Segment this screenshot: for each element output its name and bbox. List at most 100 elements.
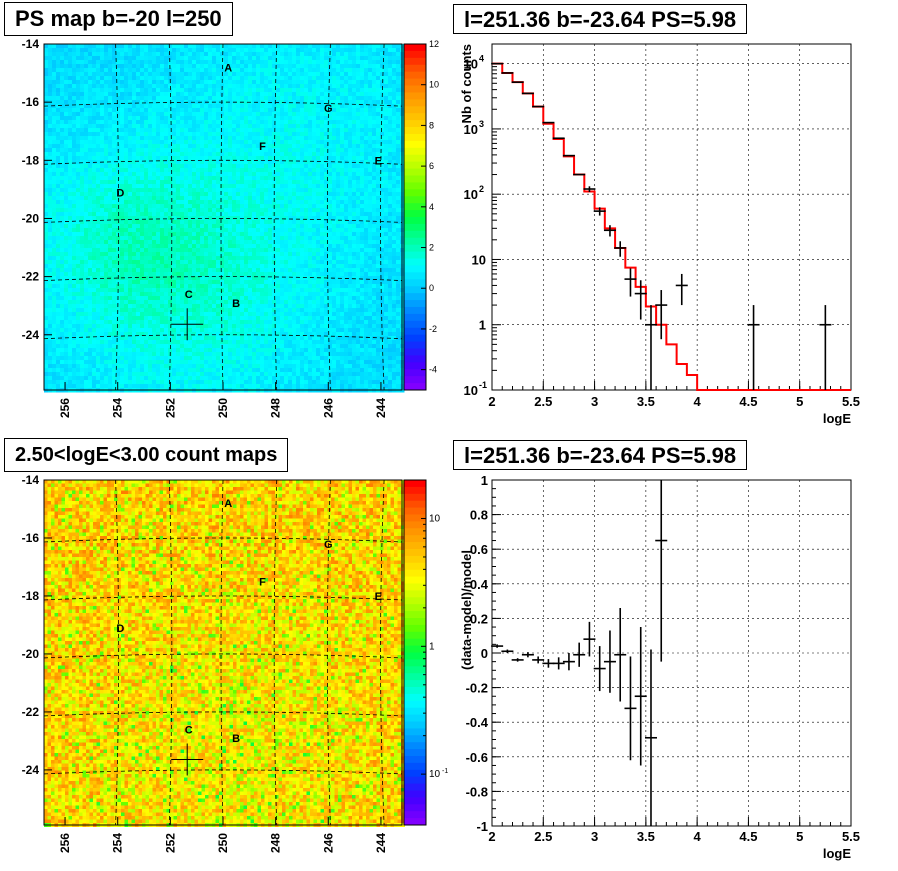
y-axis-label: (data-model)/model xyxy=(459,550,474,670)
colorbar-band xyxy=(404,666,426,674)
x-tick-label: 3 xyxy=(591,394,598,409)
colorbar-band xyxy=(404,693,426,702)
y-tick-label: -0.2 xyxy=(466,681,488,696)
source-label: D xyxy=(116,623,124,635)
colorbar-band xyxy=(404,597,426,605)
data-point xyxy=(614,241,627,257)
colorbar-tick-label: 1 xyxy=(429,641,435,652)
grid-parallel xyxy=(43,711,403,717)
colorbar-band xyxy=(404,797,426,805)
colorbar-band xyxy=(404,57,426,66)
data-point xyxy=(634,280,647,320)
data-point xyxy=(747,305,760,390)
colorbar-band xyxy=(404,714,426,722)
colorbar-band xyxy=(404,804,426,812)
data-point xyxy=(644,305,657,390)
map-pixels xyxy=(44,480,405,827)
residual-point xyxy=(593,646,606,692)
ps-map-title: PS map b=-20 l=250 xyxy=(4,2,233,36)
spectrum-panel: 2 2.5 3 3.5 4 4.5 5 5.5 10 4 10 3 10 2 10 1 10 -1 logE Nb o… xyxy=(449,0,898,435)
colorbar-band xyxy=(404,604,426,612)
data-point xyxy=(583,186,596,193)
grid-meridian xyxy=(115,43,120,391)
x-tick-label: 3.5 xyxy=(637,394,655,409)
residual-point xyxy=(624,656,637,761)
colorbar-band xyxy=(404,50,426,59)
grid-parallel xyxy=(43,334,403,340)
y-tick-label: -0.6 xyxy=(466,750,488,765)
colorbar-band xyxy=(404,230,426,239)
source-label: F xyxy=(259,576,266,588)
residual-point xyxy=(603,630,616,693)
colorbar-band xyxy=(404,140,426,149)
colorbar-band xyxy=(404,78,426,87)
colorbar-band xyxy=(404,147,426,156)
data-point xyxy=(593,207,606,216)
residual-point xyxy=(634,627,647,766)
colorbar-band xyxy=(404,355,426,363)
colorbar-band xyxy=(404,71,426,80)
colorbar-tick-label: 2 xyxy=(429,243,434,253)
y-tick-label: -18 xyxy=(22,153,40,167)
grid-meridian xyxy=(168,43,173,391)
colorbar-band xyxy=(404,507,426,515)
x-tick-label: 250 xyxy=(216,833,230,853)
colorbar-band xyxy=(404,707,426,716)
colorbar-band xyxy=(404,687,426,695)
spectrum-frame xyxy=(491,43,852,391)
residual-point xyxy=(644,649,657,826)
colorbar-band xyxy=(404,521,426,529)
x-tick-label: 5 xyxy=(796,394,803,409)
colorbar-band xyxy=(404,590,426,598)
y-tick-label: 0.6 xyxy=(470,542,488,557)
count-map-plot: -14 -16 -18 -20 -22 -24 256 254 252 250 248 246 244 A… xyxy=(22,473,449,853)
colorbar-band xyxy=(404,631,426,640)
colorbar-band xyxy=(404,618,426,626)
colorbar-band xyxy=(404,168,426,176)
colorbar-tick-label: 12 xyxy=(429,39,439,49)
source-label: F xyxy=(259,141,266,153)
y-tick-exponent: 4 xyxy=(479,54,484,64)
x-tick-label: 254 xyxy=(111,833,125,853)
colorbar-band xyxy=(404,203,426,211)
colorbar-tick-label: 10 xyxy=(429,80,439,90)
colorbar-band xyxy=(404,85,426,93)
colorbar-band xyxy=(404,680,426,688)
y-tick-label: -1 xyxy=(476,819,488,834)
colorbar-band xyxy=(404,210,426,218)
colorbar-band xyxy=(404,293,426,301)
source-label: G xyxy=(324,539,333,551)
data-point xyxy=(819,305,832,390)
residual-point xyxy=(552,657,565,670)
x-tick-label: 248 xyxy=(269,833,283,853)
colorbar-band xyxy=(404,341,426,349)
colorbar-band xyxy=(404,127,426,135)
x-tick-label: 244 xyxy=(374,398,388,418)
x-tick-label: 256 xyxy=(58,398,72,418)
colorbar-band xyxy=(404,44,426,52)
colorbar-band xyxy=(404,300,426,308)
y-tick-label: 0.8 xyxy=(470,508,488,523)
grid-parallel xyxy=(43,276,403,282)
residual-point xyxy=(542,659,555,668)
grid-meridian xyxy=(273,43,278,391)
x-tick-label: 5.5 xyxy=(842,829,860,844)
colorbar-tick-label: -2 xyxy=(429,324,437,334)
colorbar-band xyxy=(404,106,426,114)
grid-meridian xyxy=(115,479,120,826)
residual-point xyxy=(573,642,586,667)
colorbar-band xyxy=(404,576,426,584)
colorbar-band xyxy=(404,175,426,183)
residual-point xyxy=(511,658,524,662)
grid-parallel xyxy=(43,537,403,543)
data-point xyxy=(624,268,637,297)
colorbar-tick-label: 10 xyxy=(429,769,441,780)
grid-parallel xyxy=(43,769,403,775)
colorbar-band xyxy=(404,811,426,819)
colorbar-tick-label: 10 xyxy=(429,513,441,524)
residual-point xyxy=(491,644,504,648)
colorbar-band xyxy=(404,673,426,681)
colorbar-band xyxy=(404,569,426,578)
colorbar-band xyxy=(404,182,426,190)
colorbar-tick-exponent: -1 xyxy=(442,768,448,775)
